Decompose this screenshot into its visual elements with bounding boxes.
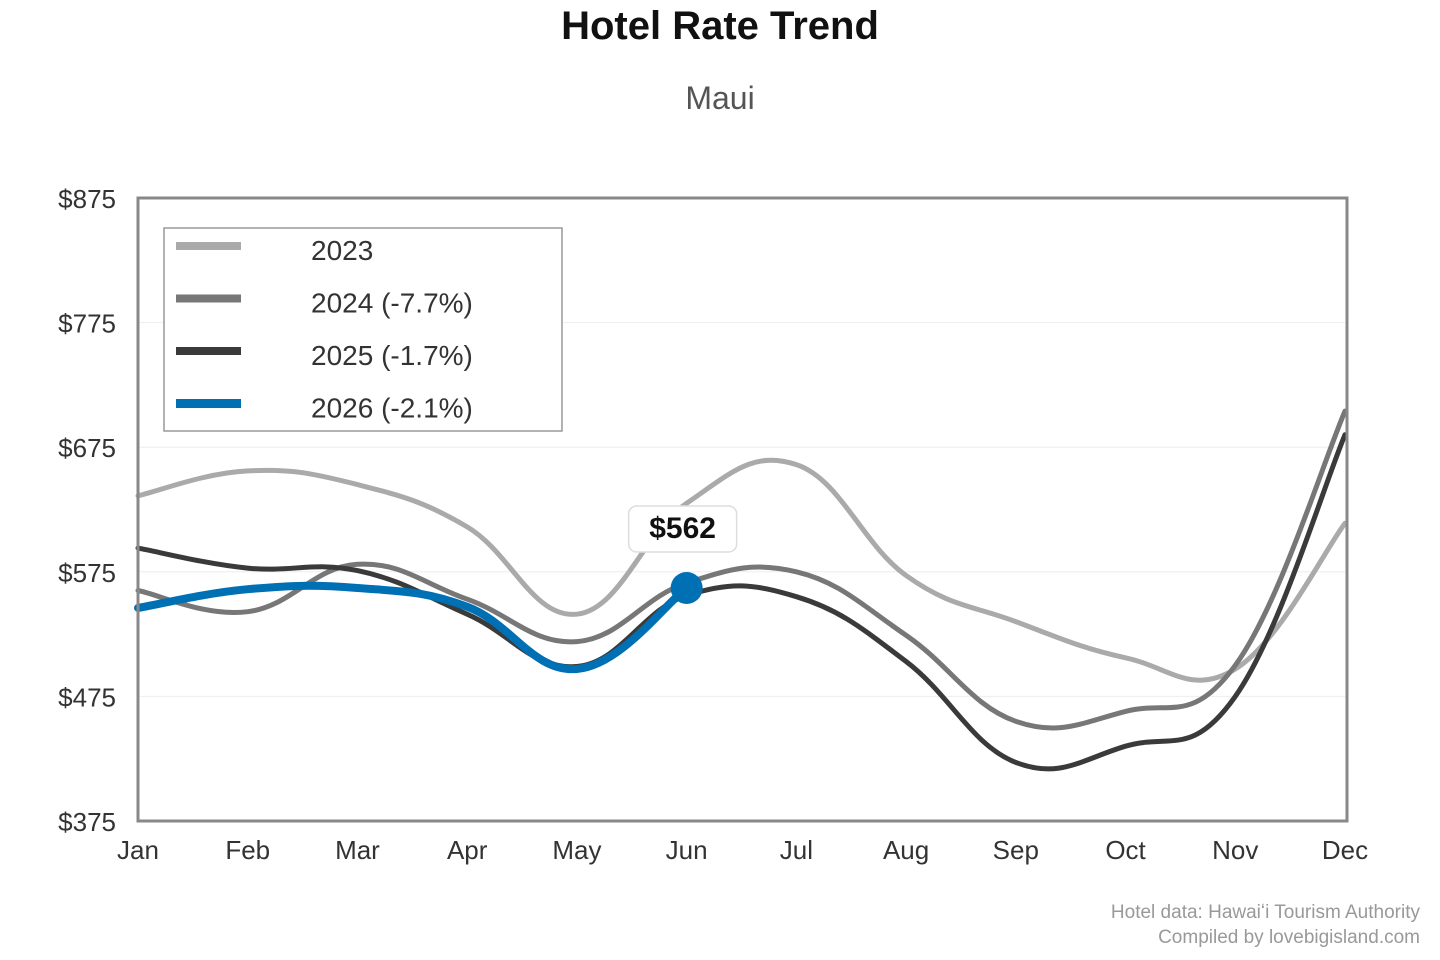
x-tick-label: Apr xyxy=(447,835,488,865)
x-axis-tick-labels: Jan Feb Mar Apr May Jun Jul Aug Sep Oct Nov Dec xyxy=(117,835,1368,865)
x-tick-label: Oct xyxy=(1105,835,1146,865)
credit-compiler: Compiled by lovebigisland.com xyxy=(1158,927,1420,948)
series-line-2025 xyxy=(135,432,1348,772)
x-tick-label: Jul xyxy=(780,835,813,865)
credits: Hotel data: Hawaiʻi Tourism Authority Co… xyxy=(1111,900,1420,950)
chart-title: Hotel Rate Trend xyxy=(561,4,879,48)
y-axis-tick-labels: $375 $475 $575 $675 $775 $875 xyxy=(58,184,116,837)
legend-label: 2023 xyxy=(311,235,373,266)
highlight-label: $562 xyxy=(649,512,716,545)
series-line-2024 xyxy=(135,408,1348,731)
y-tick-label: $675 xyxy=(58,433,116,463)
y-tick-label: $875 xyxy=(58,184,116,214)
x-tick-label: Dec xyxy=(1322,835,1368,865)
x-tick-label: Sep xyxy=(993,835,1039,865)
x-tick-label: Jun xyxy=(666,835,708,865)
highlight-point xyxy=(670,571,703,604)
series-line-2023 xyxy=(135,457,1348,683)
series-lines xyxy=(134,408,1348,772)
y-tick-label: $775 xyxy=(58,309,116,339)
y-tick-label: $375 xyxy=(58,807,116,837)
legend-box xyxy=(163,227,563,432)
x-tick-label: Aug xyxy=(883,835,929,865)
x-tick-label: Nov xyxy=(1212,835,1258,865)
legend: 2023 2024 (-7.7%) 2025 (-1.7%) 2026 (-2.1%) xyxy=(163,227,563,432)
legend-label: 2026 (-2.1%) xyxy=(311,393,473,424)
x-tick-label: Feb xyxy=(225,835,270,865)
x-tick-label: May xyxy=(552,835,601,865)
legend-label: 2025 (-1.7%) xyxy=(311,340,473,371)
series-line-2026 xyxy=(134,581,691,674)
y-tick-label: $475 xyxy=(58,682,116,712)
credit-source: Hotel data: Hawaiʻi Tourism Authority xyxy=(1110,902,1420,923)
x-tick-label: Mar xyxy=(335,835,380,865)
y-tick-label: $575 xyxy=(58,558,116,588)
x-tick-label: Jan xyxy=(117,835,159,865)
highlight-label-box xyxy=(627,505,738,553)
plot-frame xyxy=(136,196,1349,823)
chart-subtitle: Maui xyxy=(685,80,755,116)
legend-label: 2024 (-7.7%) xyxy=(311,288,473,319)
highlight-annotation: $562 xyxy=(627,505,738,604)
